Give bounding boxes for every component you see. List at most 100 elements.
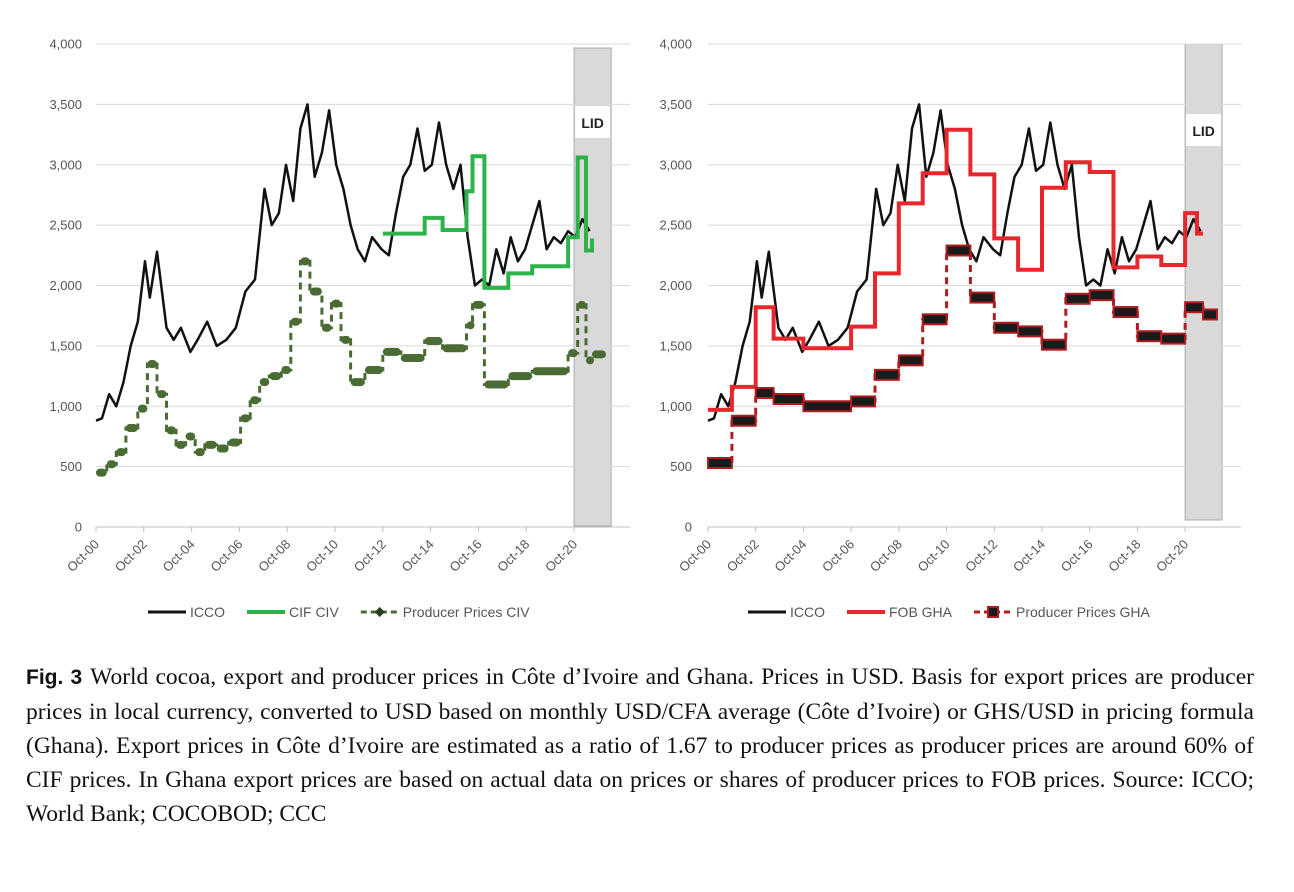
series-point <box>228 438 241 447</box>
series-point <box>281 366 291 375</box>
y-tick-label: 2,500 <box>659 218 692 233</box>
series-point <box>176 440 186 449</box>
x-tick-label: Oct-18 <box>494 537 532 575</box>
series-point <box>204 440 217 449</box>
series-point <box>269 372 282 381</box>
x-tick-label: Oct-02 <box>724 537 762 575</box>
x-tick-label: Oct-10 <box>914 537 952 575</box>
x-tick-label: Oct-20 <box>542 537 580 575</box>
x-tick-label: Oct-00 <box>676 537 714 575</box>
series-point <box>442 344 467 353</box>
series-point <box>1160 332 1187 345</box>
figure-charts: LID 0 500 1,000 1,500 2,000 2,500 3,000 3,500 4,0… <box>49 37 1241 620</box>
y-tick-label: 2,500 <box>49 218 82 233</box>
series-point <box>850 395 876 408</box>
legend-label: FOB GHA <box>889 604 953 620</box>
series-point <box>577 300 587 309</box>
lid-label-background <box>575 106 611 138</box>
y-tick-label: 1,500 <box>659 338 692 353</box>
series-point <box>508 372 533 381</box>
x-tick-label: Oct-18 <box>1105 537 1143 575</box>
series-point <box>147 359 157 368</box>
series-point <box>1088 289 1115 302</box>
series-line-icco <box>707 103 1202 422</box>
series-point <box>364 366 383 375</box>
series-line-producer-prices-gha <box>708 249 1205 465</box>
x-tick-label: Oct-14 <box>1010 537 1048 575</box>
series-point <box>1202 308 1218 321</box>
series-point <box>466 321 475 330</box>
y-tick-label: 0 <box>685 520 692 535</box>
x-tick-label: Oct-06 <box>819 537 857 575</box>
legend-label: CIF CIV <box>289 604 339 620</box>
y-tick-label: 4,000 <box>659 37 692 52</box>
series-point <box>993 321 1020 334</box>
x-tick-label: Oct-10 <box>303 537 341 575</box>
x-tick-label: Oct-20 <box>1153 537 1191 575</box>
x-tick-label: Oct-00 <box>64 537 102 575</box>
series-point <box>532 367 569 376</box>
series-point <box>350 378 365 387</box>
x-tick-label: Oct-16 <box>1058 537 1096 575</box>
series-point <box>259 378 270 387</box>
series-point <box>1184 301 1204 314</box>
series-point <box>341 335 351 344</box>
x-tick-label: Oct-08 <box>255 537 293 575</box>
series-point <box>424 337 443 346</box>
x-tick-label: Oct-12 <box>351 537 389 575</box>
y-tick-label: 4,000 <box>49 37 82 52</box>
x-tick-label: Oct-04 <box>771 537 809 575</box>
series-point <box>166 426 177 435</box>
series-point <box>216 444 229 453</box>
y-tick-label: 1,500 <box>49 338 82 353</box>
series-line-fob-gha <box>708 127 1203 412</box>
series-point <box>772 393 805 406</box>
lid-label: LID <box>581 115 604 131</box>
series-point <box>592 350 606 359</box>
x-tick-label: Oct-02 <box>112 537 150 575</box>
legend-label: Producer Prices CIV <box>403 604 530 620</box>
series-point <box>754 386 775 399</box>
series-point <box>137 404 148 413</box>
y-tick-label: 500 <box>60 459 82 474</box>
series-point <box>1017 325 1043 338</box>
figure-caption: Fig. 3 World cocoa, export and producer p… <box>26 660 1254 831</box>
x-tick-label: Oct-16 <box>446 537 484 575</box>
series-point <box>897 354 924 367</box>
series-point <box>945 244 972 257</box>
series-point <box>1064 292 1091 305</box>
series-point <box>290 317 301 326</box>
y-tick-label: 500 <box>670 459 692 474</box>
y-tick-label: 1,000 <box>49 399 82 414</box>
series-point <box>106 460 117 469</box>
caption-text: World cocoa, export and producer prices … <box>26 664 1254 827</box>
series-point <box>802 400 853 413</box>
legend-label: ICCO <box>190 604 225 620</box>
series-point <box>240 414 251 423</box>
series-point <box>400 353 425 362</box>
series-point <box>331 299 342 308</box>
lid-label-background <box>1186 114 1222 146</box>
legend-label: Producer Prices GHA <box>1016 604 1150 620</box>
series-point <box>125 423 138 432</box>
series-line-producer-prices-civ <box>96 259 594 475</box>
x-tick-label: Oct-06 <box>207 537 245 575</box>
y-tick-label: 3,000 <box>659 157 692 172</box>
x-tick-label: Oct-04 <box>160 537 198 575</box>
y-tick-label: 1,000 <box>659 399 692 414</box>
series-point <box>300 257 310 266</box>
legend-label: ICCO <box>790 604 825 620</box>
series-point <box>873 368 900 381</box>
series-point <box>586 356 595 365</box>
figure-label: Fig. 3 <box>26 666 83 689</box>
y-tick-label: 3,500 <box>659 97 692 112</box>
series-point <box>321 323 332 332</box>
series-point <box>96 468 107 477</box>
y-tick-label: 2,000 <box>659 278 692 293</box>
series-point <box>382 347 401 356</box>
series-point <box>195 448 205 457</box>
legend-marker <box>374 607 385 617</box>
x-tick-label: Oct-08 <box>867 537 905 575</box>
chart-cote-divoire: LID 0 500 1,000 1,500 2,000 2,500 3,000 3,500 4,0… <box>49 37 630 620</box>
series-point <box>1040 338 1067 351</box>
